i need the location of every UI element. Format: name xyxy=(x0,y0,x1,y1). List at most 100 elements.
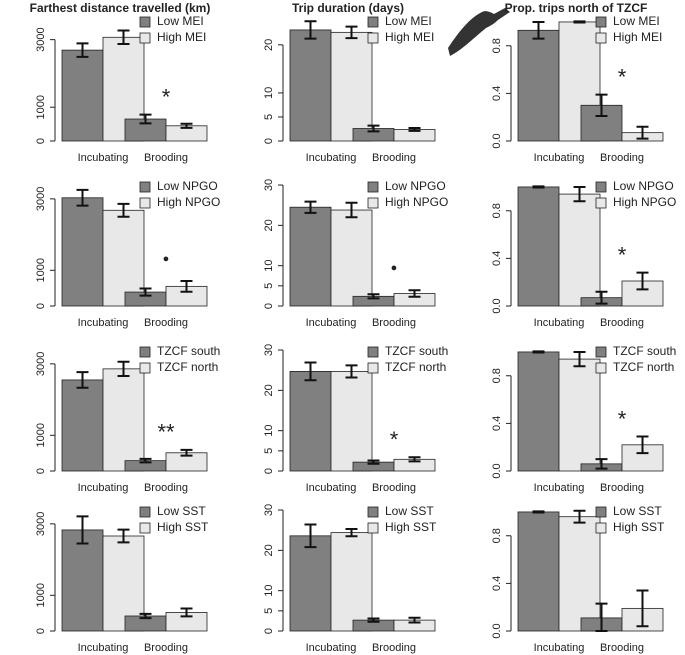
bar xyxy=(61,49,104,142)
y-tick-label: 0.4 xyxy=(491,576,503,591)
legend-label: Low MEI xyxy=(613,14,660,28)
bar xyxy=(517,511,560,632)
legend-swatch xyxy=(367,32,379,44)
legend-label: Low SST xyxy=(613,504,662,518)
x-tick-label: Incubating xyxy=(78,482,129,494)
x-tick-label: Brooding xyxy=(372,642,416,654)
annotation: * xyxy=(618,242,627,267)
error-bar xyxy=(408,289,421,298)
legend-swatch xyxy=(595,522,607,534)
y-tick-label: 20 xyxy=(263,219,275,231)
bar xyxy=(558,193,601,307)
error-bar xyxy=(408,127,421,132)
y-tick-label: 0 xyxy=(35,303,47,309)
bar xyxy=(61,197,104,307)
error-bar xyxy=(76,515,89,545)
y-tick-label: 5 xyxy=(263,283,275,289)
bar xyxy=(289,371,332,472)
error-bar xyxy=(304,361,317,382)
legend-swatch xyxy=(139,32,151,44)
error-bar xyxy=(180,607,193,618)
y-tick-label: 1000 xyxy=(35,258,47,282)
error-bar xyxy=(367,293,380,300)
error-bar xyxy=(595,290,608,305)
x-tick-label: Incubating xyxy=(78,317,129,329)
error-bar xyxy=(532,185,545,189)
error-bar xyxy=(139,457,152,464)
error-bar xyxy=(117,360,130,377)
legend-swatch xyxy=(139,181,151,193)
legend-label: High NPGO xyxy=(157,195,220,209)
legend-label: Low SST xyxy=(385,504,434,518)
error-bar xyxy=(408,616,421,624)
legend-label: TZCF north xyxy=(385,360,446,374)
legend-label: TZCF south xyxy=(157,344,220,358)
error-bar xyxy=(345,201,358,219)
legend-label: TZCF north xyxy=(157,360,218,374)
chart-title: Prop. trips north of TZCF xyxy=(505,1,648,15)
y-tick-label: 0.8 xyxy=(491,38,503,53)
legend-label: Low MEI xyxy=(157,14,204,28)
legend-swatch xyxy=(139,197,151,209)
y-tick-label: 30 xyxy=(263,344,275,356)
error-bar xyxy=(636,125,649,140)
x-tick-label: Incubating xyxy=(306,317,357,329)
legend-label: High SST xyxy=(385,520,437,534)
x-tick-label: Brooding xyxy=(600,152,644,164)
bar xyxy=(330,209,373,307)
error-bar xyxy=(304,200,317,214)
error-bar xyxy=(636,589,649,628)
error-bar xyxy=(573,350,586,368)
legend-swatch xyxy=(367,362,379,374)
legend-label: High NPGO xyxy=(385,195,448,209)
bar xyxy=(61,529,104,632)
error-bar xyxy=(345,527,358,538)
legend-swatch xyxy=(367,181,379,193)
bar xyxy=(517,351,560,472)
x-tick-label: Incubating xyxy=(534,317,585,329)
error-bar xyxy=(573,509,586,524)
x-tick-label: Brooding xyxy=(144,482,188,494)
chart-title: Trip duration (days) xyxy=(292,1,404,15)
annotation: ● xyxy=(391,262,398,274)
legend-swatch xyxy=(367,522,379,534)
bar xyxy=(330,31,373,142)
legend-swatch xyxy=(139,362,151,374)
error-bar xyxy=(532,350,545,354)
legend-swatch xyxy=(595,362,607,374)
legend-label: High NPGO xyxy=(613,195,676,209)
error-bar xyxy=(139,287,152,297)
x-tick-label: Brooding xyxy=(600,482,644,494)
y-tick-label: 30 xyxy=(263,504,275,516)
error-bar xyxy=(117,528,130,544)
x-tick-label: Brooding xyxy=(372,482,416,494)
annotation: ● xyxy=(163,253,170,265)
chart-title: Farthest distance travelled (km) xyxy=(30,1,211,15)
bar xyxy=(558,516,601,632)
legend-label: High SST xyxy=(157,520,209,534)
x-tick-label: Incubating xyxy=(534,482,585,494)
bar xyxy=(517,186,560,307)
error-bar xyxy=(139,113,152,125)
legend-swatch xyxy=(595,506,607,518)
legend-swatch xyxy=(367,346,379,358)
error-bar xyxy=(76,188,89,207)
legend-label: TZCF north xyxy=(613,360,674,374)
error-bar xyxy=(117,29,130,46)
y-tick-label: 0 xyxy=(263,628,275,634)
annotation: * xyxy=(618,64,627,89)
x-tick-label: Incubating xyxy=(78,642,129,654)
legend-swatch xyxy=(139,346,151,358)
y-tick-label: 10 xyxy=(263,585,275,597)
x-tick-label: Brooding xyxy=(144,642,188,654)
y-tick-label: 3000 xyxy=(35,27,47,51)
x-tick-label: Incubating xyxy=(306,482,357,494)
error-bar xyxy=(532,20,545,40)
error-bar xyxy=(345,25,358,40)
error-bar xyxy=(76,42,89,58)
y-tick-label: 0 xyxy=(35,468,47,474)
legend-swatch xyxy=(595,32,607,44)
y-tick-label: 0.0 xyxy=(491,133,503,148)
y-tick-label: 1000 xyxy=(35,95,47,119)
legend-label: High MEI xyxy=(613,30,662,44)
